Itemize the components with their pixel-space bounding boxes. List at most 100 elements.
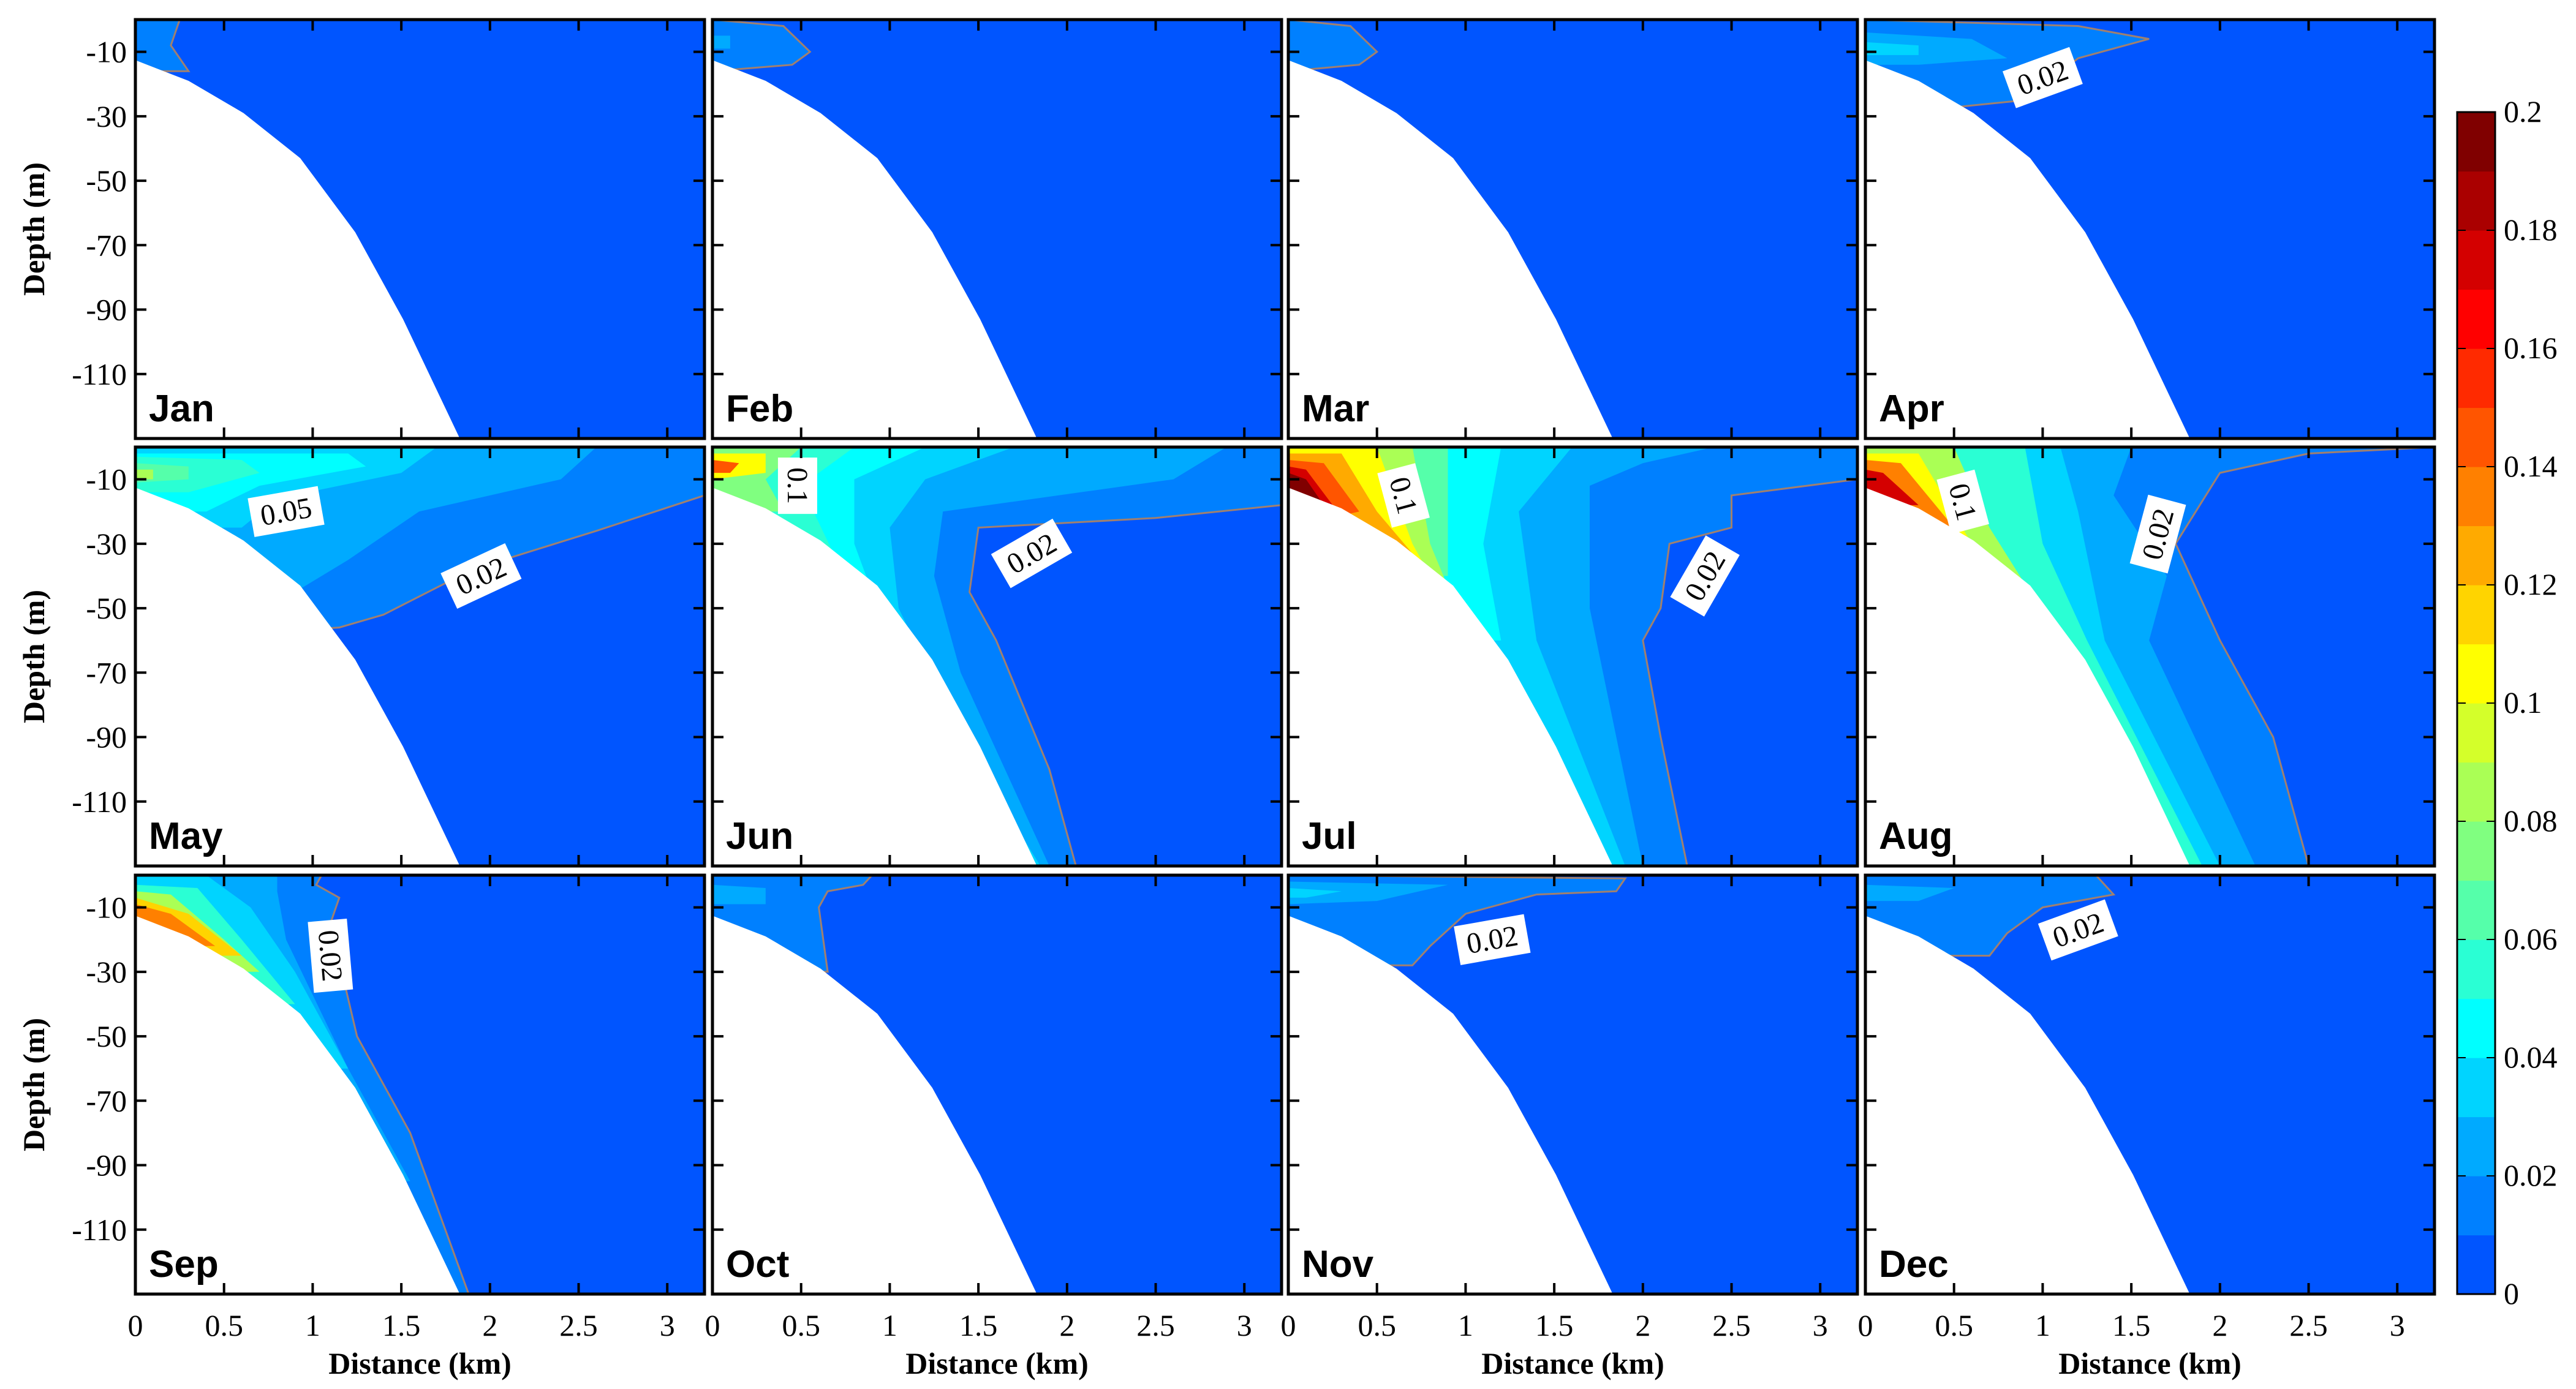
contour-band-0.01: [135, 20, 191, 72]
y-tick-label: -50: [86, 1019, 127, 1053]
colorbar-tick-label: 0: [2504, 1276, 2519, 1311]
panel-frame: [134, 445, 706, 868]
panel-plot-area: [712, 875, 1282, 1294]
colorbar-segment: [2457, 644, 2495, 704]
x-tick-label: 1: [2035, 1308, 2050, 1342]
colorbar-tick-label: 0.2: [2504, 94, 2542, 129]
contour-label-box: [991, 518, 1073, 589]
x-axis-title: Distance (km): [328, 1346, 512, 1380]
x-tick-label: 0.5: [1358, 1308, 1396, 1342]
panel-feb: Feb: [711, 18, 1283, 440]
seabed-mask: [1865, 916, 2190, 1294]
colorbar-segment: [2457, 1235, 2495, 1295]
panel-plot-area: 0.10.02: [1865, 447, 2434, 866]
y-tick-label: -90: [86, 720, 127, 755]
contour-label-group: 0.02: [440, 543, 522, 609]
panel-plot-area: 0.10.02: [712, 447, 1282, 866]
x-tick-label: 2.5: [559, 1308, 598, 1342]
panel-frame: [1286, 18, 1859, 440]
colorbar-segment: [2457, 998, 2495, 1058]
colorbar-segment: [2457, 525, 2495, 585]
colorbar-segment: [2457, 112, 2495, 172]
contour-band-0.01: [712, 20, 812, 72]
panel-sep: 0.02 Sep -10 -30 -50 -70 -90 -110 0 0.5 1 1.5 2 2.5 3 D…: [17, 873, 706, 1380]
month-label: May: [149, 815, 223, 857]
contour-band-0.02: [712, 884, 766, 905]
panel-plot-area: 0.02: [1288, 875, 1857, 1294]
seabed-mask: [712, 916, 1037, 1294]
y-tick-label: -10: [86, 462, 127, 497]
month-label: Sep: [149, 1243, 219, 1285]
colorbar-segment: [2457, 1176, 2495, 1236]
contour-label-box: [440, 543, 522, 609]
panel-frame: [1864, 873, 2436, 1296]
x-tick-label: 1: [305, 1308, 320, 1342]
panel-frame: [711, 445, 1283, 868]
panel-frame: [1864, 18, 2436, 440]
contour-band-0.01: [1288, 20, 1379, 72]
colorbar-tick-label: 0.1: [2504, 685, 2542, 720]
contour-band-0.02: [1865, 32, 2008, 65]
seabed-mask: [1865, 487, 2190, 866]
x-tick-label: 3: [2390, 1308, 2405, 1342]
y-tick-label: -30: [86, 527, 127, 561]
colorbar-segment: [2457, 762, 2495, 822]
month-label: Jan: [149, 388, 214, 430]
x-tick-label: 2.5: [1712, 1308, 1751, 1342]
seabed-mask: [1865, 60, 2190, 439]
panel-frame: [711, 873, 1283, 1296]
contour-label: 0.1: [781, 467, 814, 504]
seabed-mask: [1288, 60, 1613, 439]
y-tick-label: -50: [86, 164, 127, 198]
x-tick-label: 2: [1059, 1308, 1075, 1342]
contour-label: 0.02: [312, 928, 349, 982]
panel-frame: [134, 18, 706, 440]
panel-plot-area: [135, 20, 704, 439]
month-label: Dec: [1879, 1243, 1949, 1285]
seabed-mask: [712, 60, 1037, 439]
contour-label-group: 0.1: [1936, 469, 1989, 535]
contour-label-group: 0.02: [1454, 914, 1531, 965]
panel-jan: Jan -10 -30 -50 -70 -90 -110 Depth (m): [17, 18, 706, 440]
panel-plot-area: 0.02: [1865, 20, 2434, 439]
contour-label-box: [2129, 494, 2186, 574]
x-tick-label: 0: [1858, 1308, 1873, 1342]
x-tick-label: 2.5: [2289, 1308, 2328, 1342]
y-tick-label: -110: [72, 1213, 127, 1247]
contour-band-0.14: [712, 460, 739, 473]
colorbar-tick-label: 0.12: [2504, 567, 2558, 601]
colorbar-segment: [2457, 880, 2495, 940]
panel-frame: [134, 873, 706, 1296]
seabed-mask: [135, 916, 460, 1294]
contour-band-0.02: [712, 36, 730, 49]
seabed-mask: [712, 487, 1037, 866]
x-tick-label: 1.5: [1535, 1308, 1574, 1342]
contour-label-box: [247, 486, 325, 537]
y-axis-title: Depth (m): [17, 1018, 51, 1151]
contour-label-group: 0.1: [1377, 463, 1430, 528]
y-tick-label: -30: [86, 99, 127, 134]
colorbar-tick-label: 0.06: [2504, 922, 2558, 956]
panel-frame: [711, 18, 1283, 440]
contour-label-box: [1377, 463, 1430, 528]
colorbar-segment: [2457, 585, 2495, 645]
colorbar-segment: [2457, 1058, 2495, 1118]
y-tick-label: -10: [86, 35, 127, 69]
x-tick-label: 1.5: [382, 1308, 421, 1342]
panel-frame: [1286, 873, 1859, 1296]
contour-label-box: [2038, 899, 2118, 961]
x-tick-label: 2: [2212, 1308, 2227, 1342]
panel-may: 0.05 0.02 May -10 -30 -50 -70 -90 -110 Depth (m): [17, 445, 706, 868]
colorbar-segment: [2457, 289, 2495, 349]
x-tick-label: 0: [1281, 1308, 1296, 1342]
x-tick-label: 2: [482, 1308, 497, 1342]
x-axis-title: Distance (km): [1481, 1346, 1664, 1380]
month-label: Jul: [1302, 815, 1357, 857]
x-tick-label: 3: [1813, 1308, 1828, 1342]
colorbar-tick-label: 0.04: [2504, 1040, 2558, 1074]
panel-plot-area: [1288, 20, 1857, 439]
